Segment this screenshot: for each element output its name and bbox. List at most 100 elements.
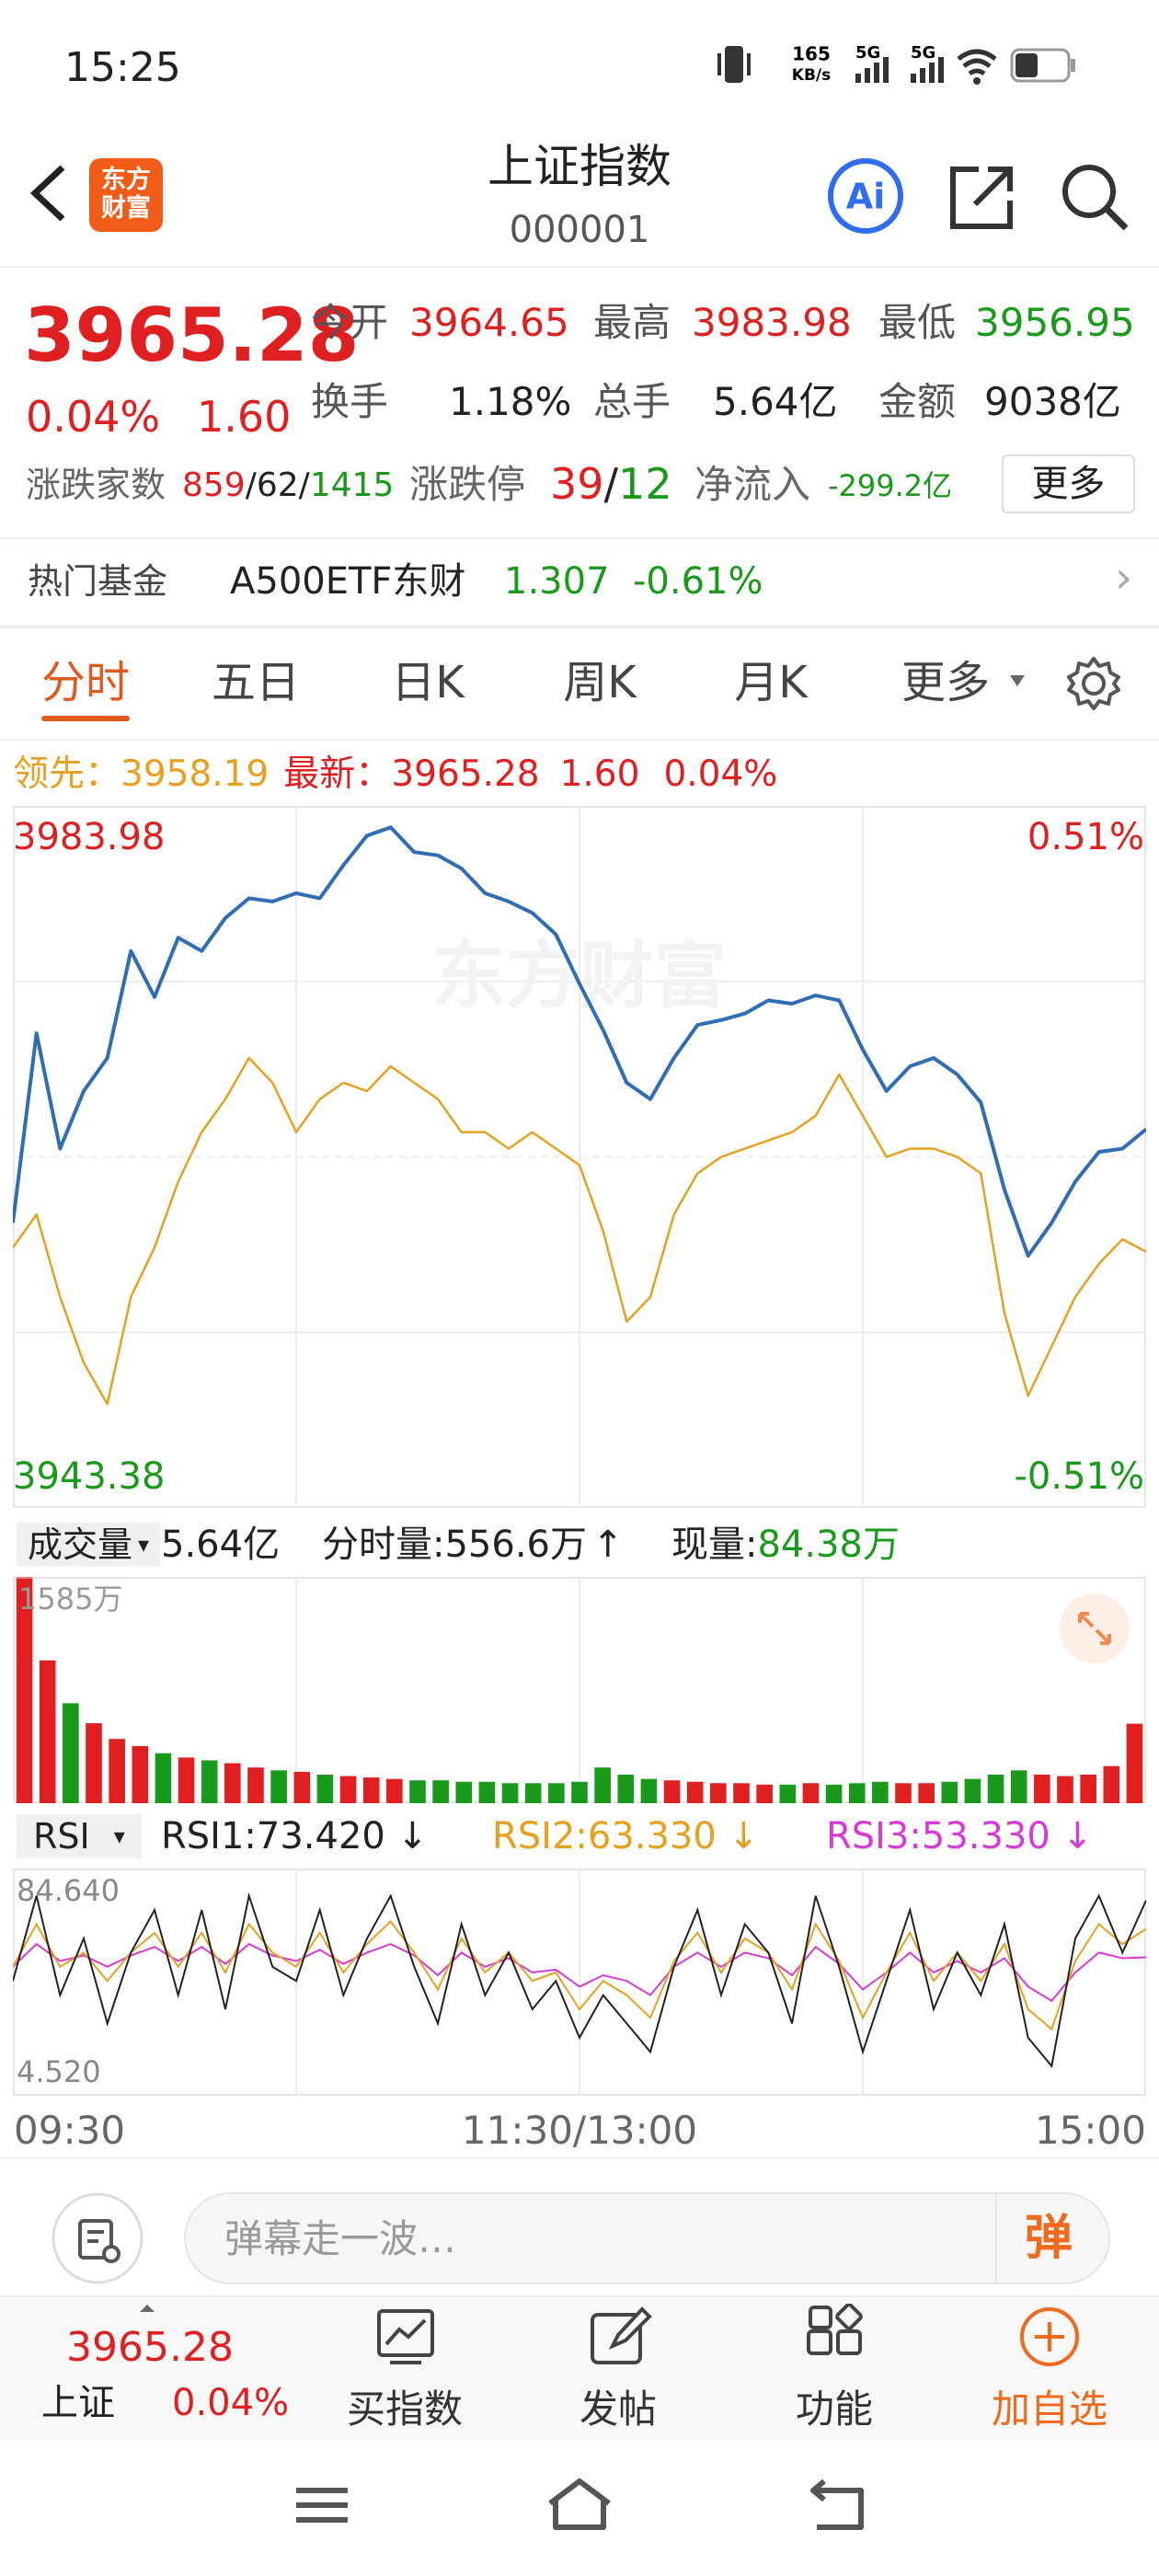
x-tick-label: 15:00 bbox=[1034, 2108, 1146, 2153]
limit-up: 39 bbox=[550, 459, 604, 509]
volume-bar bbox=[825, 1784, 843, 1803]
ai-label: Ai bbox=[846, 177, 885, 217]
period-volume: 分时量: 556.6万 ↑ bbox=[322, 1526, 624, 1563]
volume-bar bbox=[617, 1774, 635, 1803]
field-label: 金额 bbox=[878, 379, 957, 424]
volume-bar bbox=[663, 1780, 681, 1803]
y-tick-label: 1585万 bbox=[18, 1581, 122, 1616]
current-value: 84.38万 bbox=[757, 1524, 900, 1566]
nav-icon bbox=[807, 2304, 863, 2355]
tab-dropdown bbox=[1010, 675, 1025, 686]
tab[interactable]: 月K bbox=[734, 657, 808, 708]
volume-bar bbox=[224, 1763, 241, 1803]
field-label: 最低 bbox=[878, 300, 957, 345]
bottom-nav bbox=[0, 2295, 1159, 2441]
bottom-price[interactable]: 3965.28 bbox=[66, 2324, 234, 2371]
volume-bar bbox=[756, 1784, 773, 1803]
volume-bar bbox=[178, 1757, 195, 1803]
nav-item[interactable]: 买指数 bbox=[346, 2386, 463, 2432]
breadth-down: 1415 bbox=[309, 466, 395, 504]
share-button[interactable] bbox=[947, 162, 1017, 232]
volume-bar bbox=[501, 1783, 519, 1803]
change-pct: 0.04% bbox=[26, 392, 161, 442]
field-label: 换手 bbox=[311, 379, 389, 424]
bottom-pct: 0.04% bbox=[172, 2382, 290, 2424]
volume-bar bbox=[686, 1781, 704, 1803]
page-title: 上证指数 bbox=[488, 140, 671, 193]
back-button[interactable] bbox=[26, 164, 72, 223]
separator: / bbox=[298, 466, 310, 504]
rsi-chart: 84.640 4.520 bbox=[13, 1869, 1146, 2096]
indicator-selector[interactable]: RSI ▾ bbox=[17, 1814, 142, 1858]
legend-entry: RSI2:63.330 ↓ bbox=[492, 1815, 760, 1857]
y-tick-label: 4.520 bbox=[17, 2054, 101, 2089]
current-label: 现量: bbox=[671, 1524, 758, 1566]
lead-label: 领先： bbox=[13, 753, 121, 795]
settings-button[interactable] bbox=[1065, 655, 1122, 712]
volume-bar bbox=[524, 1783, 542, 1803]
system-nav bbox=[296, 2478, 864, 2530]
net-type: 5G bbox=[911, 43, 935, 63]
home-button[interactable] bbox=[548, 2478, 611, 2530]
danmaku-input[interactable]: 弹幕走一波… 弹 bbox=[184, 2192, 1110, 2284]
x-tick-label: 09:30 bbox=[14, 2108, 126, 2153]
logo-text: 东方 bbox=[101, 166, 151, 194]
tab[interactable]: 更多 bbox=[901, 657, 990, 708]
latest-change: 1.60 bbox=[559, 753, 640, 795]
search-button[interactable] bbox=[1058, 160, 1131, 234]
volume-selector[interactable]: 成交量 ▾ bbox=[17, 1523, 161, 1567]
nav-icon bbox=[591, 2306, 652, 2364]
danmaku-settings[interactable] bbox=[51, 2191, 144, 2285]
separator: / bbox=[245, 466, 257, 504]
y-tick-label: 84.640 bbox=[17, 1873, 120, 1908]
volume-bar bbox=[270, 1770, 287, 1803]
nav-item[interactable]: 功能 bbox=[795, 2386, 873, 2432]
tab[interactable]: 五日 bbox=[211, 657, 300, 708]
nav-item[interactable]: 发帖 bbox=[579, 2386, 657, 2432]
nav-item[interactable]: 加自选 bbox=[991, 2386, 1107, 2432]
volume-bar bbox=[710, 1783, 727, 1803]
fund-chevron[interactable]: › bbox=[1115, 552, 1133, 604]
field-value: 9038亿 bbox=[984, 379, 1121, 424]
limit: 39/12 bbox=[550, 463, 672, 505]
volume-bar bbox=[455, 1781, 473, 1803]
breadth-up: 859 bbox=[182, 466, 246, 504]
price-line bbox=[13, 1056, 1146, 1406]
up-indicator bbox=[140, 2305, 155, 2312]
volume-bar bbox=[409, 1780, 426, 1803]
index-code: 000001 bbox=[509, 209, 650, 251]
ai-button[interactable]: Ai bbox=[826, 156, 905, 236]
volume-bar bbox=[109, 1739, 125, 1803]
price-line bbox=[13, 825, 1146, 1258]
period-arrow: ↑ bbox=[592, 1524, 624, 1566]
rsi-line bbox=[13, 1942, 1146, 2003]
breadth-flat: 62 bbox=[256, 466, 299, 504]
logo-text: 财富 bbox=[101, 194, 151, 223]
current-volume: 现量: 84.38万 bbox=[671, 1526, 900, 1563]
y-tick-label: 3943.38 bbox=[13, 1455, 165, 1498]
volume-bar bbox=[247, 1767, 264, 1803]
volume-bar bbox=[548, 1783, 565, 1803]
volume-bar bbox=[1080, 1774, 1096, 1803]
last-price: 3965.28 bbox=[24, 293, 360, 378]
tab[interactable]: 周K bbox=[563, 657, 637, 708]
nav-icon bbox=[377, 2309, 434, 2364]
volume-bar bbox=[1034, 1774, 1050, 1803]
volume-bar bbox=[155, 1753, 172, 1803]
volume-bar bbox=[1103, 1765, 1120, 1803]
x-tick-label: 11:30/13:00 bbox=[461, 2108, 698, 2153]
legend-entry: RSI3:53.330 ↓ bbox=[826, 1815, 1094, 1857]
expand-button[interactable] bbox=[1058, 1592, 1131, 1665]
more-button[interactable]: 更多 bbox=[1002, 454, 1135, 513]
net-unit: KB/s bbox=[792, 66, 831, 85]
volume-bar bbox=[733, 1783, 750, 1803]
input-placeholder: 弹幕走一波… bbox=[224, 2216, 457, 2261]
tab[interactable]: 分时 bbox=[40, 657, 130, 708]
fund-name[interactable]: A500ETF东财 bbox=[230, 560, 466, 603]
volume-bar bbox=[316, 1774, 334, 1803]
danmaku-button[interactable]: 弹 bbox=[1025, 2211, 1073, 2266]
limit-down: 12 bbox=[618, 459, 672, 509]
volume-bar bbox=[63, 1703, 79, 1803]
tab[interactable]: 日K bbox=[391, 657, 465, 708]
